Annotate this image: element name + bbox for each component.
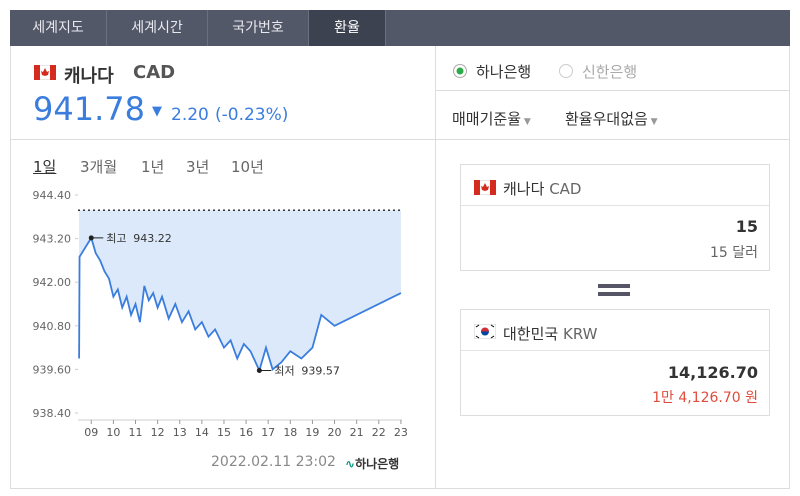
x-tick-label: 10 bbox=[106, 426, 120, 439]
bank-option[interactable]: 하나은행 bbox=[476, 63, 532, 81]
x-tick-label: 22 bbox=[372, 426, 386, 439]
converted-words: 1만 4,126.70 원 bbox=[652, 390, 758, 406]
panel bbox=[10, 46, 790, 489]
amount-input[interactable]: 15 bbox=[735, 217, 758, 236]
equals bbox=[598, 292, 630, 296]
divider bbox=[436, 90, 789, 91]
tab[interactable]: 세계지도 bbox=[10, 10, 107, 46]
x-tick-label: 15 bbox=[217, 426, 231, 439]
y-tick-label: 939.60 bbox=[33, 363, 72, 376]
x-tick-label: 23 bbox=[394, 426, 408, 439]
divider bbox=[461, 205, 769, 206]
source-logo: ∿하나은행 bbox=[345, 455, 399, 472]
to-name: 대한민국 bbox=[503, 325, 559, 343]
dropdown-label: 매매기준율 bbox=[452, 110, 522, 128]
y-tick-label: 942.00 bbox=[33, 276, 72, 289]
x-tick-label: 14 bbox=[195, 426, 209, 439]
x-tick-label: 17 bbox=[261, 426, 275, 439]
flag-canada bbox=[474, 180, 496, 195]
x-tick-label: 09 bbox=[84, 426, 98, 439]
x-tick-label: 20 bbox=[328, 426, 342, 439]
annotation-value: 939.57 bbox=[301, 364, 340, 377]
dropdown[interactable]: 매매기준율 ▼ bbox=[452, 110, 531, 128]
currency-name: 대한민국 KRW bbox=[503, 323, 597, 344]
converted-amount: 14,126.70 bbox=[667, 363, 758, 382]
chart: 944.40 943.20 942.00 940.80 939.60 938.40 09 10… bbox=[33, 189, 408, 439]
y-tick-label: 940.80 bbox=[33, 320, 72, 333]
from-name: 캐나다 bbox=[503, 180, 545, 198]
divider bbox=[436, 139, 789, 140]
period[interactable]: 1년 bbox=[141, 158, 165, 176]
down-arrow: ▼ bbox=[152, 104, 162, 119]
x-tick-label: 18 bbox=[283, 426, 297, 439]
change: 2.20 bbox=[171, 105, 209, 125]
period[interactable]: 3개월 bbox=[80, 158, 118, 176]
currency-code: CAD bbox=[133, 62, 176, 83]
dropdown[interactable]: 환율우대없음 ▼ bbox=[565, 110, 658, 128]
rate: 941.78 bbox=[33, 90, 145, 128]
radio-checked[interactable] bbox=[452, 63, 468, 79]
divider bbox=[435, 46, 436, 489]
x-tick-label: 16 bbox=[239, 426, 253, 439]
logo-icon: ∿ bbox=[345, 457, 356, 471]
from-box bbox=[460, 164, 770, 271]
period[interactable]: 3년 bbox=[186, 158, 210, 176]
change-pct: (-0.23%) bbox=[215, 105, 289, 125]
flag-korea bbox=[474, 324, 496, 339]
bank-option[interactable]: 신한은행 bbox=[582, 63, 638, 81]
to-box bbox=[460, 309, 770, 416]
flag-canada bbox=[34, 65, 56, 80]
period[interactable]: 1일 bbox=[33, 158, 57, 176]
line bbox=[78, 235, 402, 374]
from-code: CAD bbox=[549, 180, 582, 198]
tab[interactable]: 국가번호 bbox=[208, 10, 309, 46]
x-tick-label: 13 bbox=[173, 426, 187, 439]
annotation-label: 최고 bbox=[106, 232, 126, 245]
period[interactable]: 10년 bbox=[231, 158, 264, 176]
currency-name: 캐나다 CAD bbox=[503, 178, 581, 199]
y-tick-label: 944.40 bbox=[33, 189, 72, 202]
x-tick-label: 11 bbox=[129, 426, 143, 439]
y-tick-label: 943.20 bbox=[33, 233, 72, 246]
x-tick-label: 12 bbox=[151, 426, 165, 439]
annotation-label: 최저 bbox=[274, 364, 294, 377]
x-tick-label: 21 bbox=[350, 426, 364, 439]
area bbox=[79, 210, 401, 371]
currency-name: 캐나다 bbox=[64, 66, 114, 87]
to-code: KRW bbox=[562, 325, 598, 343]
y-tick-label: 938.40 bbox=[33, 407, 72, 420]
tab[interactable]: 세계시간 bbox=[107, 10, 208, 46]
x-tick-label: 19 bbox=[305, 426, 319, 439]
radio[interactable] bbox=[558, 63, 574, 79]
annotation-value: 943.22 bbox=[133, 232, 172, 245]
divider bbox=[461, 350, 769, 351]
source: 하나은행 bbox=[355, 457, 400, 471]
divider bbox=[10, 139, 435, 140]
equals bbox=[598, 284, 630, 288]
tab-bar bbox=[10, 10, 790, 46]
tab-active[interactable]: 환율 bbox=[309, 10, 386, 46]
timestamp: 2022.02.11 23:02 bbox=[211, 454, 336, 470]
amount-words: 15 달러 bbox=[709, 245, 758, 261]
dropdown-label: 환율우대없음 bbox=[565, 110, 648, 128]
